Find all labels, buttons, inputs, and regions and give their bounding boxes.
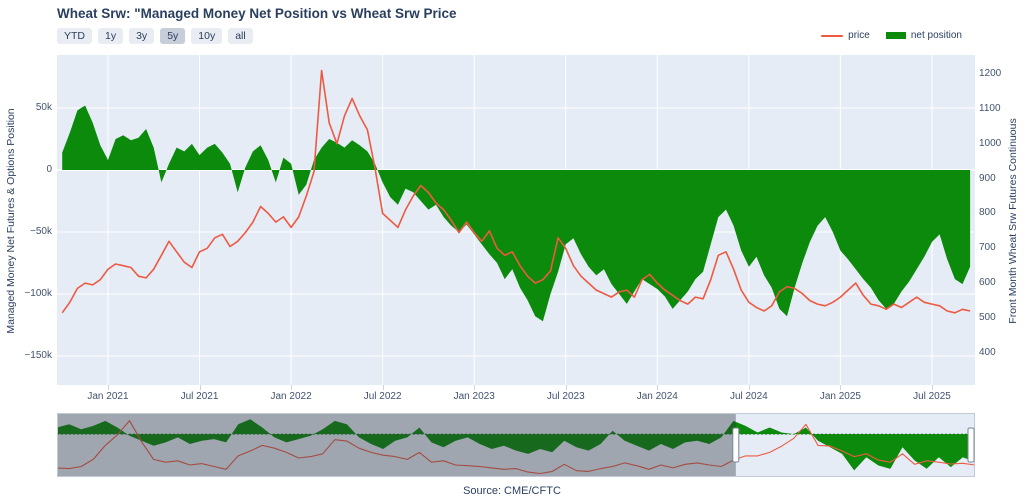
x-axis-tickmark [291, 385, 293, 390]
range-button-all[interactable]: all [228, 28, 253, 44]
legend: price net position [821, 30, 962, 41]
right-axis-tick: 400 [979, 346, 996, 358]
right-axis-tick: 1200 [979, 67, 1002, 79]
left-axis-tick: −150k [24, 349, 52, 361]
x-axis-tick: Jul 2021 [180, 391, 219, 402]
range-selector: YTD 1y 3y 5y 10y all [57, 28, 253, 44]
right-axis-tick: 700 [979, 242, 996, 254]
left-axis-tick: −100k [24, 287, 52, 299]
price-swatch-icon [821, 34, 844, 37]
net-position-area [62, 105, 971, 322]
right-axis-tick: 600 [979, 277, 996, 289]
x-axis-tick: Jul 2024 [729, 391, 768, 402]
x-axis-tickmark [840, 385, 842, 390]
left-axis-tick: 0 [46, 163, 52, 175]
x-axis-tick: Jul 2023 [546, 391, 585, 402]
price-line [61, 69, 971, 314]
right-axis-tick: 1100 [979, 102, 1001, 114]
rangeslider-net-area [57, 419, 975, 471]
x-axis-tick: Jan 2024 [636, 391, 678, 402]
range-button-1y[interactable]: 1y [98, 28, 124, 44]
right-axis-tick: 900 [979, 172, 996, 184]
rangeslider-right-handle[interactable] [967, 427, 975, 463]
range-button-5y[interactable]: 5y [160, 28, 186, 44]
x-axis-tick: Jan 2025 [819, 391, 861, 402]
x-axis-tickmark [382, 385, 384, 390]
rangeslider-mask [57, 413, 736, 477]
net-position-swatch-icon [885, 32, 906, 39]
x-axis-tick: Jul 2025 [913, 391, 951, 402]
x-axis-tickmark [199, 385, 201, 390]
rangeslider-left-handle[interactable] [732, 427, 740, 463]
x-axis-tick: Jan 2021 [87, 391, 129, 402]
x-axis-tickmark [565, 385, 567, 390]
left-axis-tick: −50k [30, 225, 52, 237]
right-axis-tick: 500 [979, 312, 996, 323]
x-axis-tickmark [931, 385, 933, 390]
left-axis-tick: 50k [35, 101, 52, 113]
range-button-YTD[interactable]: YTD [57, 28, 92, 44]
source-caption: Source: CME/CFTC [463, 485, 561, 497]
range-button-3y[interactable]: 3y [129, 28, 155, 44]
x-axis-tick: Jul 2022 [363, 391, 402, 402]
right-axis-tick: 800 [979, 207, 996, 219]
legend-item-price[interactable]: price [821, 30, 870, 41]
chart-title: Wheat Srw: "Managed Money Net Position v… [57, 6, 457, 21]
legend-item-net-position[interactable]: net position [885, 30, 962, 41]
x-axis-tickmark [474, 385, 476, 390]
rangeslider[interactable] [57, 413, 975, 477]
rangeslider-price-line [57, 420, 975, 475]
x-axis-tickmark [748, 385, 750, 390]
right-axis-tick: 1000 [979, 137, 1002, 149]
x-axis-tickmark [107, 385, 109, 390]
x-axis-tick: Jan 2023 [453, 391, 495, 402]
legend-label: net position [910, 30, 962, 41]
legend-label: price [848, 30, 870, 41]
main-plot[interactable] [57, 55, 975, 385]
x-axis-tick: Jan 2022 [270, 391, 312, 402]
x-axis-tickmark [657, 385, 659, 390]
range-button-10y[interactable]: 10y [191, 28, 223, 44]
